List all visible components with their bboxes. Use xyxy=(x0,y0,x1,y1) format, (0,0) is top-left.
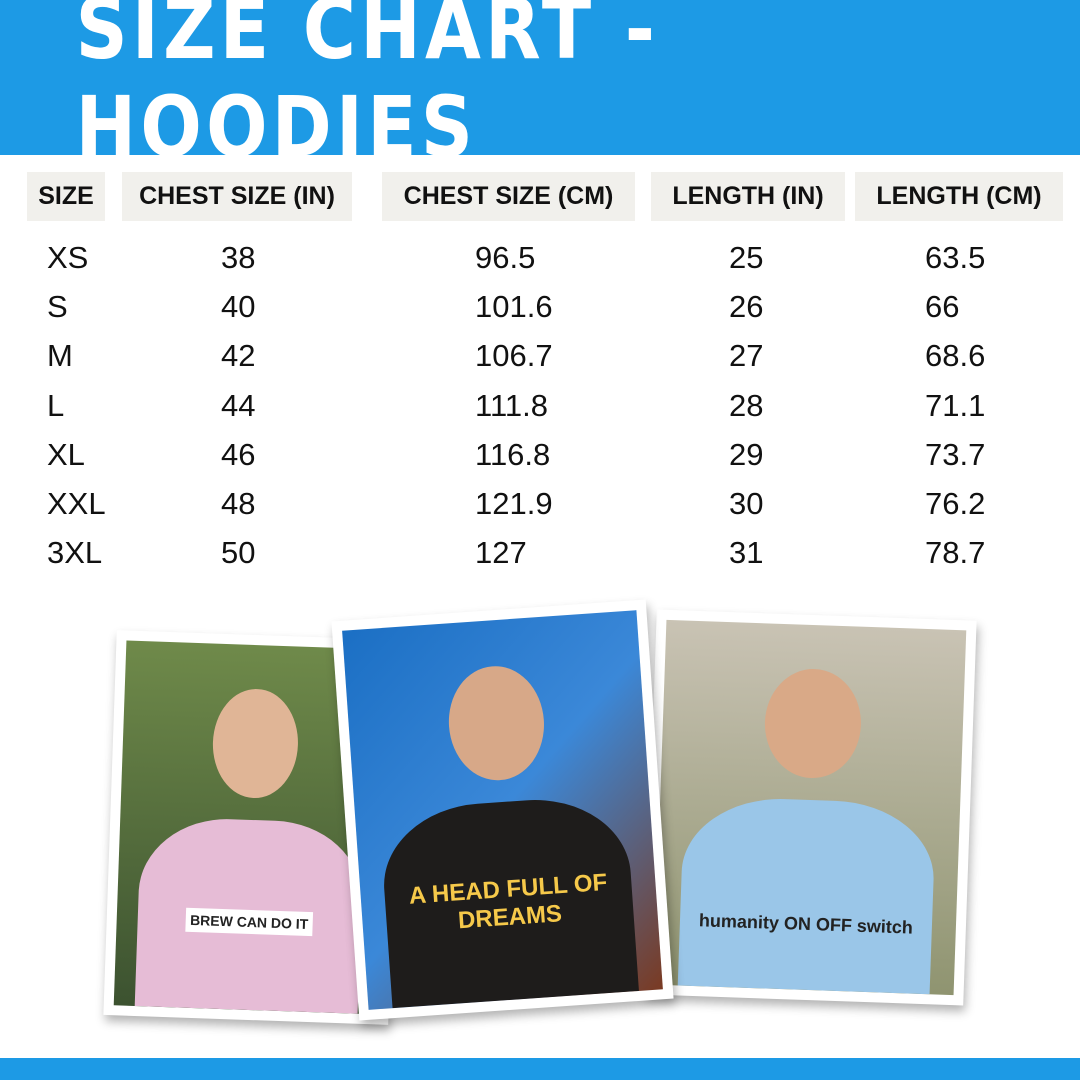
table-cell: 26 xyxy=(729,289,764,325)
column-header: LENGTH (CM) xyxy=(855,172,1063,221)
photo-black-hoodie: A HEAD FULL OF DREAMS xyxy=(331,599,674,1021)
table-cell: 25 xyxy=(729,240,764,275)
column-header: CHEST SIZE (CM) xyxy=(382,172,635,221)
photo-blue-hoodie: humanity ON OFF switch xyxy=(643,609,977,1006)
table-cell: 111.8 xyxy=(475,387,548,423)
table-cell: 71.1 xyxy=(925,387,986,423)
table-cell: 106.7 xyxy=(475,338,553,374)
table-cell: 76.2 xyxy=(925,486,986,521)
table-cell: 68.6 xyxy=(925,338,986,374)
table-cell: 101.6 xyxy=(475,289,553,325)
table-cell: 40 xyxy=(221,289,256,325)
table-cell: 29 xyxy=(729,436,764,472)
footer-bar xyxy=(0,1058,1080,1080)
table-cell: 66 xyxy=(925,289,960,325)
table-cell: 78.7 xyxy=(925,535,986,571)
table-cell: 48 xyxy=(221,486,256,521)
title-banner: SIZE CHART - HOODIES xyxy=(0,0,1080,176)
table-cell: 121.9 xyxy=(475,486,553,521)
table-cell: L xyxy=(47,387,65,423)
table-cell: 96.5 xyxy=(475,240,536,275)
page-title: SIZE CHART - HOODIES xyxy=(75,0,660,176)
table-cell: 28 xyxy=(729,387,764,423)
table-cell: 31 xyxy=(729,535,764,571)
column-header: CHEST SIZE (IN) xyxy=(122,172,352,221)
table-cell: 30 xyxy=(729,486,764,521)
table-cell: 50 xyxy=(221,535,256,571)
table-cell: 3XL xyxy=(47,535,103,571)
table-cell: S xyxy=(47,289,68,325)
table-cell: 44 xyxy=(221,387,256,423)
column-header: SIZE xyxy=(27,172,105,221)
table-cell: 42 xyxy=(221,338,256,374)
column-header: LENGTH (IN) xyxy=(651,172,845,221)
table-cell: XS xyxy=(47,240,89,275)
table-cell: 63.5 xyxy=(925,240,986,275)
table-cell: M xyxy=(47,338,73,374)
table-cell: 38 xyxy=(221,240,256,275)
table-cell: 46 xyxy=(221,436,256,472)
table-cell: 127 xyxy=(475,535,527,571)
table-cell: XL xyxy=(47,436,85,472)
table-cell: 116.8 xyxy=(475,436,551,472)
table-cell: XXL xyxy=(47,486,106,521)
table-cell: 27 xyxy=(729,338,764,374)
table-cell: 73.7 xyxy=(925,436,986,472)
